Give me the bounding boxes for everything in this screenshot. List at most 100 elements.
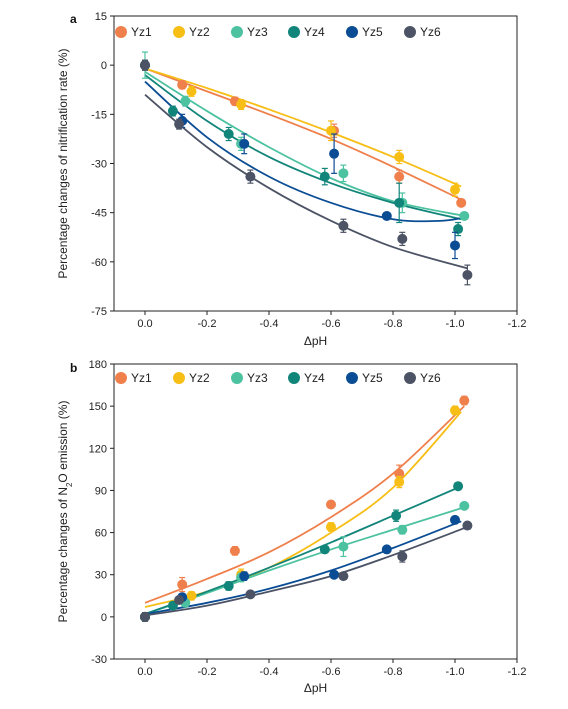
y-axis-label: Percentage changes of nitrification rate… xyxy=(56,48,70,278)
legend-label-yz6: Yz6 xyxy=(420,371,441,385)
x-tick-label: -0.8 xyxy=(384,318,403,330)
data-point-yz4 xyxy=(223,580,234,591)
legend-marker-yz1 xyxy=(115,372,127,384)
fit-line-yz6 xyxy=(144,93,468,270)
y-tick-label: -30 xyxy=(91,654,107,666)
data-point-yz4 xyxy=(453,224,464,235)
data-point-yz1 xyxy=(177,579,188,590)
legend-marker-yz3 xyxy=(231,26,243,38)
data-point-yz6 xyxy=(397,233,408,244)
legend-label-yz5: Yz5 xyxy=(362,25,383,39)
legend-label-yz3: Yz3 xyxy=(247,371,268,385)
x-tick-label: -0.2 xyxy=(198,318,217,330)
legend-marker-yz5 xyxy=(346,372,358,384)
x-tick-label: 0.0 xyxy=(137,666,152,678)
x-tick-label: -0.4 xyxy=(260,666,279,678)
data-point-yz2 xyxy=(394,477,405,487)
data-point-yz3 xyxy=(397,524,408,535)
data-point-yz3 xyxy=(459,210,470,221)
legend-label-yz2: Yz2 xyxy=(189,371,210,385)
legend-label-yz1: Yz1 xyxy=(131,25,152,39)
x-tick-label: -0.4 xyxy=(260,318,279,330)
data-point-yz1 xyxy=(394,171,405,182)
data-point-yz1 xyxy=(177,79,188,90)
fit-line-yz2 xyxy=(144,411,462,608)
data-point-yz2 xyxy=(186,86,197,97)
data-point-yz1 xyxy=(456,197,467,208)
data-point-yz3 xyxy=(338,541,349,552)
data-point-yz5 xyxy=(450,240,460,251)
data-point-yz3 xyxy=(338,168,349,179)
chart-panel-a: a 15 0 -15 -30 -45 -60 -75 0.0 -0.2 -0.4 -0.6 -0.8 -1… xyxy=(56,11,526,348)
y-tick-label: 15 xyxy=(95,11,107,23)
data-point-yz5 xyxy=(329,148,340,159)
fit-line-yz5 xyxy=(144,520,462,615)
data-point-yz4 xyxy=(223,129,234,139)
x-tick-label: -1.0 xyxy=(446,666,465,678)
legend-marker-yz4 xyxy=(288,26,300,38)
y-axis-label-part: Percentage changes of N xyxy=(56,487,70,622)
data-point-yz4 xyxy=(319,544,330,555)
x-tick-label: -1.2 xyxy=(508,318,527,330)
legend-label-yz4: Yz4 xyxy=(304,371,325,385)
legend-marker-yz6 xyxy=(404,372,416,384)
x-tick-label: -1.0 xyxy=(446,318,465,330)
y-axis-label-part: O emission (%) xyxy=(56,401,70,483)
x-axis-label: ΔpH xyxy=(304,681,327,695)
data-point-yz1 xyxy=(326,499,336,510)
x-tick-label: -0.8 xyxy=(384,666,403,678)
panel-label: a xyxy=(70,12,77,26)
data-point-yz2 xyxy=(394,151,405,162)
x-tick-label: -0.2 xyxy=(198,666,217,678)
legend-marker-yz2 xyxy=(173,372,185,384)
data-point-yz4 xyxy=(391,510,402,521)
y-tick-label: -75 xyxy=(91,306,107,318)
legend-marker-yz3 xyxy=(231,372,243,384)
chart-panel-b: b 180 150 120 90 60 30 0 -30 0.0 -0.2 -0.4 -0.6 -0.8 -… xyxy=(56,359,526,695)
data-point-yz6 xyxy=(245,171,256,182)
data-point-yz6 xyxy=(140,60,150,71)
data-point-yz6 xyxy=(462,269,473,280)
legend-marker-yz1 xyxy=(115,26,127,38)
x-tick-label: -0.6 xyxy=(322,318,341,330)
data-point-yz4 xyxy=(319,171,330,182)
y-axis-label-subscript: 2 xyxy=(65,482,74,487)
plot-frame xyxy=(113,363,518,660)
legend-marker-yz6 xyxy=(404,26,416,38)
data-point-yz2 xyxy=(450,184,460,195)
data-point-yz5 xyxy=(450,514,460,525)
y-tick-label: 60 xyxy=(95,528,107,540)
y-tick-label: 30 xyxy=(95,570,107,582)
data-point-yz6 xyxy=(338,571,349,582)
fit-line-yz1 xyxy=(144,405,465,604)
data-point-yz6 xyxy=(462,520,473,531)
data-point-yz2 xyxy=(236,99,247,110)
data-point-yz6 xyxy=(140,611,150,622)
data-point-yz6 xyxy=(397,551,408,562)
data-point-yz1 xyxy=(229,545,240,556)
legend-label-yz4: Yz4 xyxy=(304,25,325,39)
data-point-yz4 xyxy=(167,106,178,117)
y-tick-label: 0 xyxy=(101,60,107,72)
y-tick-label: -30 xyxy=(91,159,107,171)
legend-label-yz6: Yz6 xyxy=(420,25,441,39)
legend-marker-yz4 xyxy=(288,372,300,384)
y-tick-label: 150 xyxy=(89,401,107,413)
data-point-yz2 xyxy=(326,125,336,136)
y-tick-label: 180 xyxy=(89,359,107,371)
data-point-yz4 xyxy=(394,197,405,208)
data-point-yz1 xyxy=(459,395,470,406)
y-tick-label: 120 xyxy=(89,443,107,455)
x-axis-label: ΔpH xyxy=(304,334,327,348)
data-point-yz2 xyxy=(186,590,197,601)
data-point-yz2 xyxy=(450,405,460,416)
data-point-yz5 xyxy=(239,138,250,149)
panel-label: b xyxy=(70,361,77,375)
x-tick-label: -1.2 xyxy=(508,666,527,678)
legend-label-yz1: Yz1 xyxy=(131,371,152,385)
data-point-yz6 xyxy=(174,595,185,605)
y-tick-label: -60 xyxy=(91,257,107,269)
y-tick-label: -15 xyxy=(91,109,107,121)
y-tick-label: 0 xyxy=(101,612,107,624)
